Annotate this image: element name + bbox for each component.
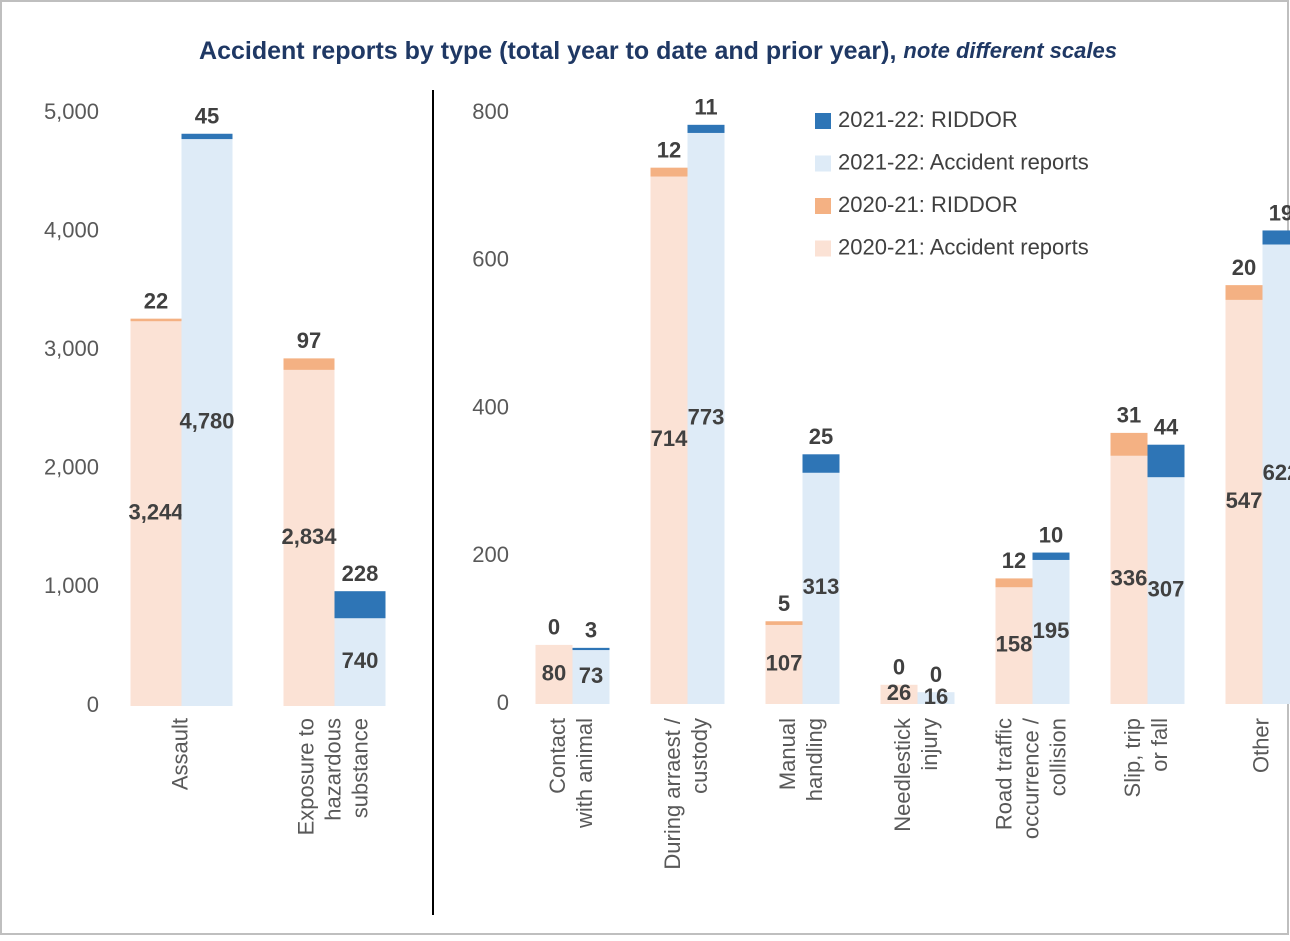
bar-segment — [1033, 553, 1070, 560]
value-label: 12 — [1002, 548, 1026, 573]
value-label: 26 — [887, 680, 911, 705]
x-tick-label: Slip, trip — [1120, 718, 1145, 797]
legend-swatch — [815, 113, 831, 129]
value-label: 22 — [144, 288, 168, 313]
value-label: 195 — [1033, 618, 1070, 643]
y-tick-label: 3,000 — [44, 336, 99, 361]
x-tick-label: injury — [917, 718, 942, 771]
value-label: 336 — [1111, 566, 1148, 591]
bar-segment — [803, 454, 840, 472]
value-label: 25 — [809, 424, 833, 449]
legend-label: 2020-21: RIDDOR — [838, 192, 1018, 217]
y-tick-label: 1,000 — [44, 573, 99, 598]
value-label: 228 — [342, 561, 379, 586]
y-tick-label: 4,000 — [44, 217, 99, 242]
y-tick-label: 0 — [497, 690, 509, 715]
x-tick-label: with animal — [572, 718, 597, 829]
y-tick-label: 400 — [472, 394, 509, 419]
value-label: 773 — [688, 404, 725, 429]
value-label: 97 — [297, 328, 321, 353]
value-label: 714 — [651, 426, 688, 451]
bar-segment — [335, 591, 386, 618]
x-tick-label: handling — [802, 718, 827, 801]
value-label: 4,780 — [179, 408, 234, 433]
x-tick-label: substance — [347, 718, 372, 818]
value-label: 0 — [548, 615, 560, 640]
value-label: 31 — [1117, 403, 1141, 428]
x-tick-label: occurrence / — [1018, 717, 1043, 839]
y-tick-label: 600 — [472, 247, 509, 272]
bar-segment — [131, 319, 182, 322]
x-tick-label: Exposure to — [293, 718, 318, 835]
value-label: 307 — [1148, 576, 1185, 601]
bar-segment — [1226, 285, 1263, 300]
value-label: 313 — [803, 574, 840, 599]
bar-segment — [1111, 433, 1148, 456]
title-note: note different scales — [903, 38, 1117, 63]
x-tick-label: Manual — [775, 718, 800, 790]
value-label: 19 — [1269, 200, 1290, 225]
bar-segment — [1148, 445, 1185, 478]
value-label: 11 — [694, 95, 717, 120]
x-tick-label: During arraest / — [660, 717, 685, 870]
y-tick-label: 5,000 — [44, 99, 99, 124]
value-label: 45 — [195, 104, 219, 129]
legend-label: 2020-21: Accident reports — [838, 234, 1089, 259]
x-tick-label: Other — [1248, 718, 1273, 773]
value-label: 0 — [930, 662, 942, 687]
value-label: 20 — [1232, 255, 1256, 280]
bar-segment — [688, 125, 725, 133]
bar-segment — [182, 134, 233, 139]
bar-segment — [1263, 230, 1290, 244]
legend-label: 2021-22: RIDDOR — [838, 107, 1018, 132]
value-label: 12 — [657, 137, 681, 162]
bar-segment — [284, 358, 335, 370]
value-label: 44 — [1154, 415, 1179, 440]
value-label: 2,834 — [281, 524, 337, 549]
x-tick-label: or fall — [1147, 718, 1172, 772]
value-label: 107 — [766, 650, 803, 675]
bar-segment — [651, 168, 688, 177]
value-label: 547 — [1226, 488, 1263, 513]
x-tick-label: Contact — [545, 718, 570, 794]
chart-title: Accident reports by type (total year to … — [199, 37, 1117, 65]
bar-segment — [996, 578, 1033, 587]
value-label: 80 — [542, 660, 566, 685]
x-tick-label: Assault — [167, 718, 192, 790]
title-main: Accident reports by type (total year to … — [199, 37, 896, 65]
legend-label: 2021-22: Accident reports — [838, 149, 1089, 174]
y-tick-label: 2,000 — [44, 455, 99, 480]
value-label: 158 — [996, 631, 1033, 656]
x-tick-label: hazardous — [320, 718, 345, 821]
legend-swatch — [815, 241, 831, 257]
value-label: 16 — [924, 684, 948, 709]
legend-swatch — [815, 198, 831, 214]
value-label: 10 — [1039, 522, 1063, 547]
value-label: 3 — [585, 618, 597, 643]
value-label: 622 — [1263, 460, 1290, 485]
value-label: 0 — [893, 655, 905, 680]
y-tick-label: 200 — [472, 542, 509, 567]
x-tick-label: Road traffic — [991, 718, 1016, 830]
value-label: 3,244 — [128, 499, 184, 524]
x-tick-label: custody — [687, 718, 712, 794]
x-tick-label: collision — [1045, 718, 1070, 796]
y-tick-label: 800 — [472, 99, 509, 124]
y-tick-label: 0 — [87, 692, 99, 717]
bar-segment — [766, 621, 803, 625]
value-label: 740 — [342, 648, 379, 673]
legend-swatch — [815, 156, 831, 172]
value-label: 73 — [579, 663, 603, 688]
value-label: 5 — [778, 591, 790, 616]
x-tick-label: Needlestick — [890, 717, 915, 832]
bar-segment — [573, 648, 610, 650]
